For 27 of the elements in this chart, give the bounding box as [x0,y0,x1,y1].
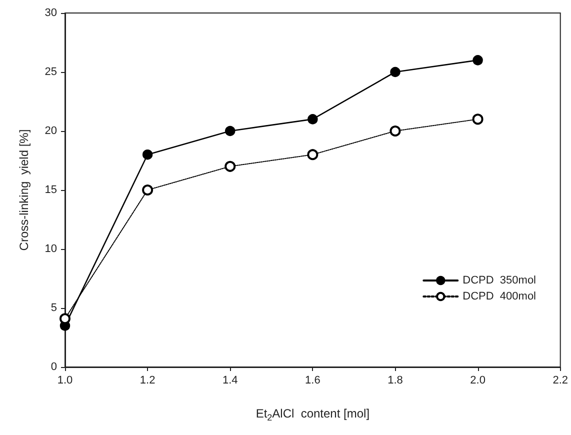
x-tick-label: 1.6 [305,374,320,386]
y-tick-label: 5 [50,302,57,314]
x-tick-label: 1.0 [57,374,73,386]
legend-label: DCPD 400mol [462,290,536,302]
point [390,126,401,136]
y-axis-title: Cross-linking yield [%] [17,129,31,251]
point [142,150,153,160]
point [390,66,400,78]
y-tick-label: 15 [44,184,57,196]
legend-label: DCPD 350mol [462,274,536,286]
x-tick-label: 2.2 [552,374,568,386]
point [307,149,318,160]
y-tick-label: 20 [44,125,57,137]
point [225,126,236,136]
point [142,184,154,196]
y-tick-label: 0 [50,361,57,373]
point [224,160,236,172]
y-tick-label: 30 [44,7,57,19]
point [308,114,318,124]
y-tick-label: 25 [44,66,57,78]
point [472,114,484,125]
x-tick-label: 2.0 [470,374,486,386]
x-tick-label: 1.2 [140,374,156,386]
y-tick-label: 10 [44,243,57,255]
point [472,55,483,66]
x-tick-label: 1.4 [222,374,238,386]
x-tick-label: 1.8 [388,374,403,386]
